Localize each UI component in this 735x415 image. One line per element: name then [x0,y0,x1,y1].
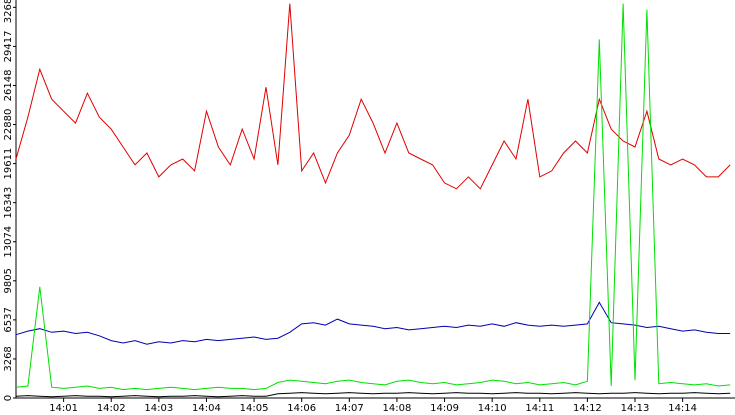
x-tick-label: 14:02 [97,403,126,414]
x-tick-label: 14:03 [144,403,173,414]
x-tick-label: 14:14 [668,403,697,414]
x-tick-label: 14:08 [383,403,412,414]
y-tick-label: 6537 [3,307,14,332]
y-tick-label: 32686 [3,0,14,23]
series-line [15,3,731,190]
y-tick-label: 22880 [3,109,14,141]
x-tick-label: 14:12 [573,403,602,414]
x-tick-label: 14:13 [621,403,650,414]
x-tick-label: 14:05 [240,403,269,414]
x-tick-label: 14:10 [478,403,507,414]
x-tick-label: 14:11 [525,403,554,414]
series-line [15,301,731,345]
y-tick-label: 3268 [3,346,14,371]
x-tick-label: 14:04 [192,403,221,414]
y-tick-label: 26148 [3,70,14,102]
y-tick-label: 9805 [3,268,14,293]
x-tick-label: 14:07 [335,403,364,414]
y-tick-label: 13074 [3,226,14,258]
y-tick-label: 29417 [3,31,14,63]
y-tick-label: 16343 [3,187,14,219]
x-tick-label: 14:09 [430,403,459,414]
y-tick-label: 0 [3,395,14,401]
y-tick-label: 19611 [3,148,14,180]
x-tick-label: 14:01 [49,403,78,414]
series-line [15,392,731,398]
series-line [15,3,731,391]
x-tick-label: 14:06 [287,403,316,414]
